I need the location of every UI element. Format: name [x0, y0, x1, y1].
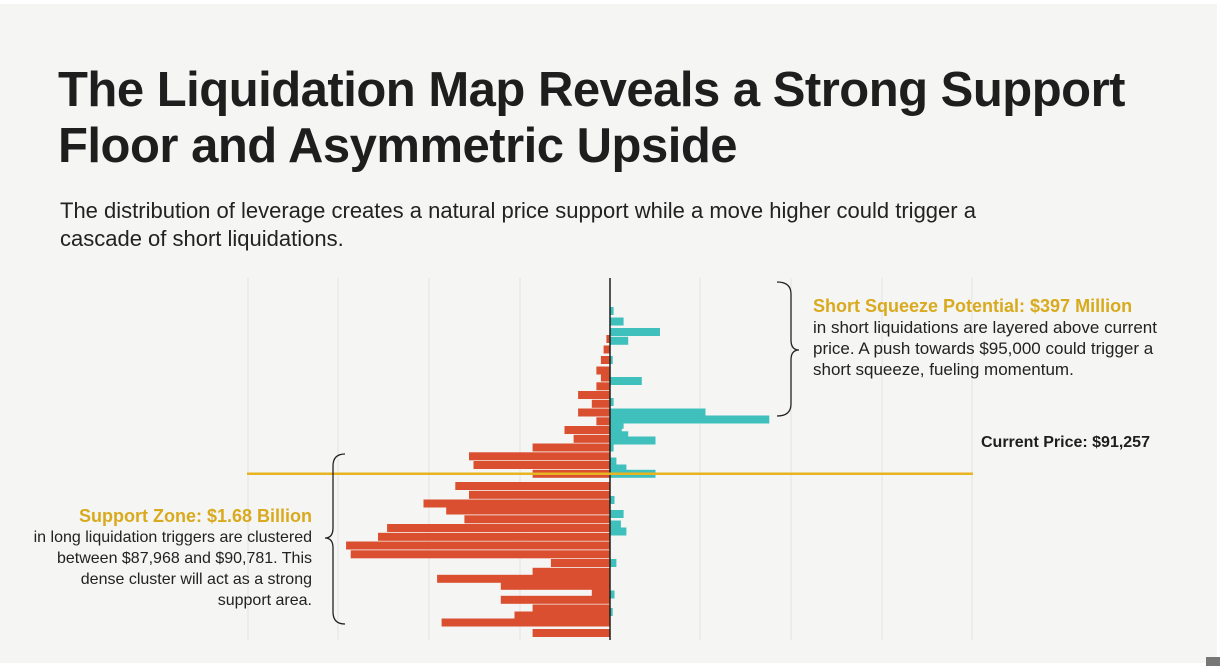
long-liquidation-bar-6	[500, 581, 610, 590]
short-liquidation-bar-8	[610, 464, 627, 473]
short-liquidation-bar-4	[610, 520, 621, 529]
long-liquidation-bar-14	[464, 515, 610, 524]
long-liquidation-bar-16	[423, 499, 610, 508]
long-liquidation-bar-9	[550, 559, 610, 567]
short-liquidation-bar-5	[610, 510, 624, 518]
short-liquidation-bar-20	[610, 336, 629, 345]
short-liquidation-bar-14	[610, 420, 624, 429]
current-price-label: Current Price: $91,257	[981, 434, 1150, 451]
short-liquidation-bar-19	[610, 356, 613, 364]
long-liquidation-bar-4	[500, 595, 610, 604]
long-liquidation-bar-34	[606, 335, 610, 343]
long-liquidation-bar-21	[469, 452, 610, 461]
short-squeeze-body: in short liquidations are layered above …	[813, 318, 1157, 379]
page-title: The Liquidation Map Reveals a Strong Sup…	[58, 63, 1125, 173]
long-liquidation-bar-10	[350, 550, 610, 559]
short-liquidation-bar-16	[610, 408, 706, 417]
support-zone-brace	[324, 453, 346, 625]
short-liquidation-bar-0	[610, 608, 613, 616]
long-liquidation-bar-12	[378, 532, 610, 541]
long-liquidation-bar-13	[387, 524, 610, 532]
short-squeeze-heading: Short Squeeze Potential: $397 Million	[813, 296, 1133, 316]
support-zone-body: in long liquidation triggers are cluster…	[33, 529, 312, 609]
long-liquidation-bar-18	[455, 482, 610, 490]
long-liquidation-bar-7	[437, 574, 610, 583]
short-liquidation-bar-1	[610, 590, 615, 599]
long-liquidation-bar-2	[514, 611, 610, 620]
long-liquidation-bar-15	[446, 506, 610, 515]
long-liquidation-bar-1	[441, 618, 610, 627]
short-liquidation-bar-13	[610, 426, 622, 434]
long-liquidation-bar-30	[600, 373, 610, 382]
long-liquidation-bar-27	[591, 399, 610, 408]
long-liquidation-bar-17	[469, 490, 610, 499]
long-liquidation-bar-5	[591, 588, 610, 597]
long-liquidation-bar-28	[578, 391, 610, 399]
short-liquidation-bar-9	[610, 457, 617, 466]
short-liquidation-bar-15	[610, 415, 770, 424]
short-liquidation-bar-21	[610, 328, 660, 336]
long-liquidation-bar-33	[603, 345, 610, 354]
long-liquidation-bar-25	[596, 417, 610, 426]
long-liquidation-bar-22	[532, 443, 610, 452]
short-liquidation-bar-23	[610, 307, 614, 315]
short-squeeze-annotation: Short Squeeze Potential: $397 Million in…	[813, 296, 1183, 380]
corner-marker	[1206, 657, 1220, 666]
long-liquidation-bar-32	[600, 356, 610, 364]
support-zone-heading: Support Zone: $1.68 Billion	[78, 506, 312, 526]
short-liquidation-bar-10	[610, 443, 614, 452]
short-liquidation-bar-22	[610, 317, 624, 326]
support-zone-annotation: Support Zone: $1.68 Billion in long liqu…	[30, 506, 312, 611]
long-liquidation-bar-23	[573, 434, 610, 443]
short-squeeze-brace	[776, 281, 800, 417]
long-liquidation-bar-31	[596, 366, 610, 375]
long-liquidation-bar-29	[596, 382, 610, 391]
long-liquidation-bar-20	[473, 461, 610, 469]
short-liquidation-bar-12	[610, 431, 629, 440]
long-liquidation-bar-0	[532, 629, 610, 637]
long-liquidation-bar-11	[346, 541, 610, 550]
short-liquidation-bar-3	[610, 527, 627, 536]
short-liquidation-bar-18	[610, 377, 642, 385]
long-liquidation-bar-3	[532, 604, 610, 613]
page-subtitle: The distribution of leverage creates a n…	[60, 198, 976, 251]
short-liquidation-bar-11	[610, 436, 656, 445]
short-liquidation-bar-17	[610, 398, 614, 406]
short-liquidation-bar-6	[610, 496, 615, 504]
chart-bars	[346, 307, 770, 637]
long-liquidation-bar-8	[532, 567, 610, 576]
chart-overlays	[247, 278, 973, 640]
short-liquidation-bar-2	[610, 559, 617, 567]
long-liquidation-bar-24	[564, 426, 610, 434]
long-liquidation-bar-26	[578, 408, 610, 417]
